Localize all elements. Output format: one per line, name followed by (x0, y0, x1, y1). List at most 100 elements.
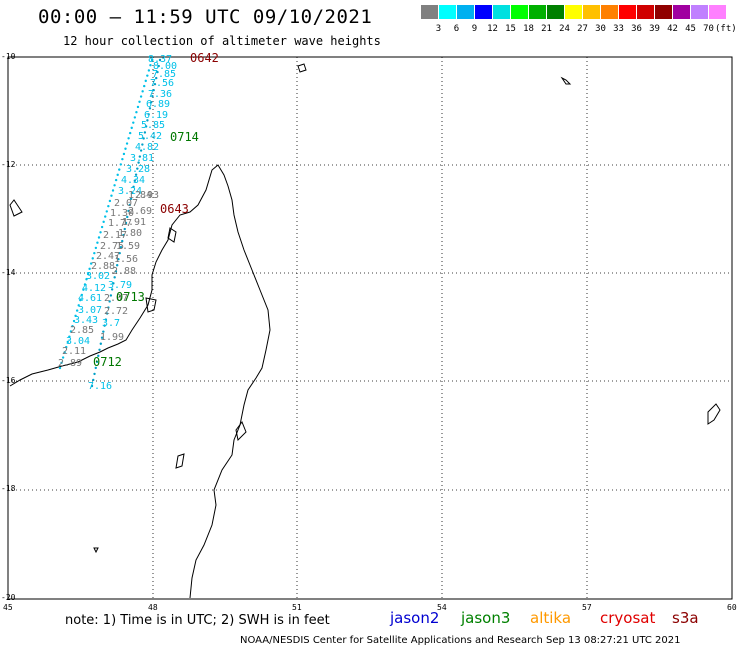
swh-value: 4.12 (82, 283, 106, 294)
track-dot (135, 111, 138, 114)
track-dot (157, 64, 160, 68)
lon-label: 51 (292, 603, 302, 612)
track-dot (125, 142, 129, 145)
lat-label: -14 (1, 268, 16, 277)
graticule (8, 57, 732, 599)
track-dot (138, 155, 142, 158)
track-dot (60, 361, 63, 364)
lat-label: -12 (1, 160, 16, 169)
legend-swatch (691, 5, 708, 19)
track-dot (108, 199, 112, 203)
track-dot (156, 70, 159, 74)
swh-value: 7.16 (88, 381, 112, 392)
legend-label: 18 (523, 24, 534, 34)
coastline (9, 63, 721, 599)
swh-value: 3.43 (74, 315, 98, 326)
legend-swatch (619, 5, 636, 19)
pass-time-label: 0642 (190, 51, 219, 65)
lon-label: 45 (3, 603, 13, 612)
track-dot (95, 360, 99, 364)
legend-swatch (547, 5, 564, 19)
legend-label: 30 (595, 24, 606, 34)
swh-value: 2.89 (58, 358, 82, 369)
track-dot (75, 309, 79, 312)
track-dot (129, 197, 133, 201)
track-dot (138, 100, 141, 103)
track-dot (66, 340, 69, 344)
lon-label: 48 (148, 603, 158, 612)
track-dot (112, 282, 115, 285)
legend-label: 42 (667, 24, 678, 34)
track-dot (104, 215, 107, 218)
legend-swatch (655, 5, 672, 19)
track-dot (149, 64, 152, 67)
swh-value: 2.88 (91, 261, 115, 272)
track-dot (99, 342, 103, 345)
track-dot (122, 152, 126, 156)
swh-value: 2.07 (104, 293, 128, 304)
swh-value: 2.75 (100, 241, 124, 252)
swh-value: 2.07 (114, 198, 138, 209)
track-dot (103, 324, 106, 327)
swh-value: 6.19 (144, 110, 168, 121)
track-dot (133, 179, 137, 182)
lat-label: -10 (1, 52, 16, 61)
track-dot (72, 319, 76, 323)
swh-value: 2.72 (104, 306, 128, 317)
legend-swatch (457, 5, 474, 19)
lon-label: 60 (727, 603, 737, 612)
track-dot (143, 84, 146, 88)
pass-time-label: 0712 (93, 355, 122, 369)
swh-value: 5.85 (141, 120, 165, 131)
track-dot (63, 351, 66, 354)
track-dot (93, 251, 96, 255)
track-dot (131, 191, 134, 195)
legend-swatch (709, 5, 726, 19)
track-dot (68, 335, 71, 338)
track-dot (118, 168, 121, 171)
legend-label: 15 (505, 24, 516, 34)
track-dot (147, 69, 151, 72)
legend-label: 6 (453, 24, 460, 34)
track-dot (122, 233, 125, 237)
track-dot (100, 336, 104, 339)
track-dot (85, 278, 88, 281)
swh-value: 2.17 (103, 230, 127, 241)
track-dot (127, 137, 130, 140)
track-dot (89, 262, 93, 265)
swh-value: 2.11 (62, 346, 86, 357)
track-dot (102, 220, 105, 224)
lat-label: -16 (1, 376, 16, 385)
track-dot (111, 189, 115, 192)
swh-value: 2.88 (112, 266, 136, 277)
lon-label: 57 (582, 603, 592, 612)
satellite-altika: altika (530, 609, 572, 627)
track-dot (119, 163, 123, 166)
legend-unit: (ft) (715, 24, 737, 34)
track-dot (115, 264, 119, 267)
satellite-cryosat: cryosat (600, 609, 656, 627)
track-dot (139, 95, 143, 98)
track-dot (91, 257, 94, 260)
legend-swatch (475, 5, 492, 19)
track-dot (143, 131, 147, 134)
satellite-jason3: jason3 (461, 609, 511, 627)
track-dot (93, 372, 96, 376)
swh-value: 7.56 (150, 78, 174, 89)
swh-value: 1.91 (122, 217, 146, 228)
track-dot (132, 185, 135, 188)
track-dot (79, 298, 82, 302)
track-dot (155, 76, 158, 80)
legend-swatch (493, 5, 510, 19)
note-text: note: 1) Time is in UTC; 2) SWH is in fe… (65, 613, 330, 628)
track-dot (107, 204, 110, 208)
track-dot (130, 126, 133, 130)
track-dot (124, 221, 128, 225)
track-dot (77, 304, 80, 307)
track-dot (139, 149, 143, 152)
legend-swatch (583, 5, 600, 19)
track-dot (61, 356, 65, 359)
track-dot (128, 131, 132, 135)
swh-value: 3.7 (102, 318, 120, 329)
